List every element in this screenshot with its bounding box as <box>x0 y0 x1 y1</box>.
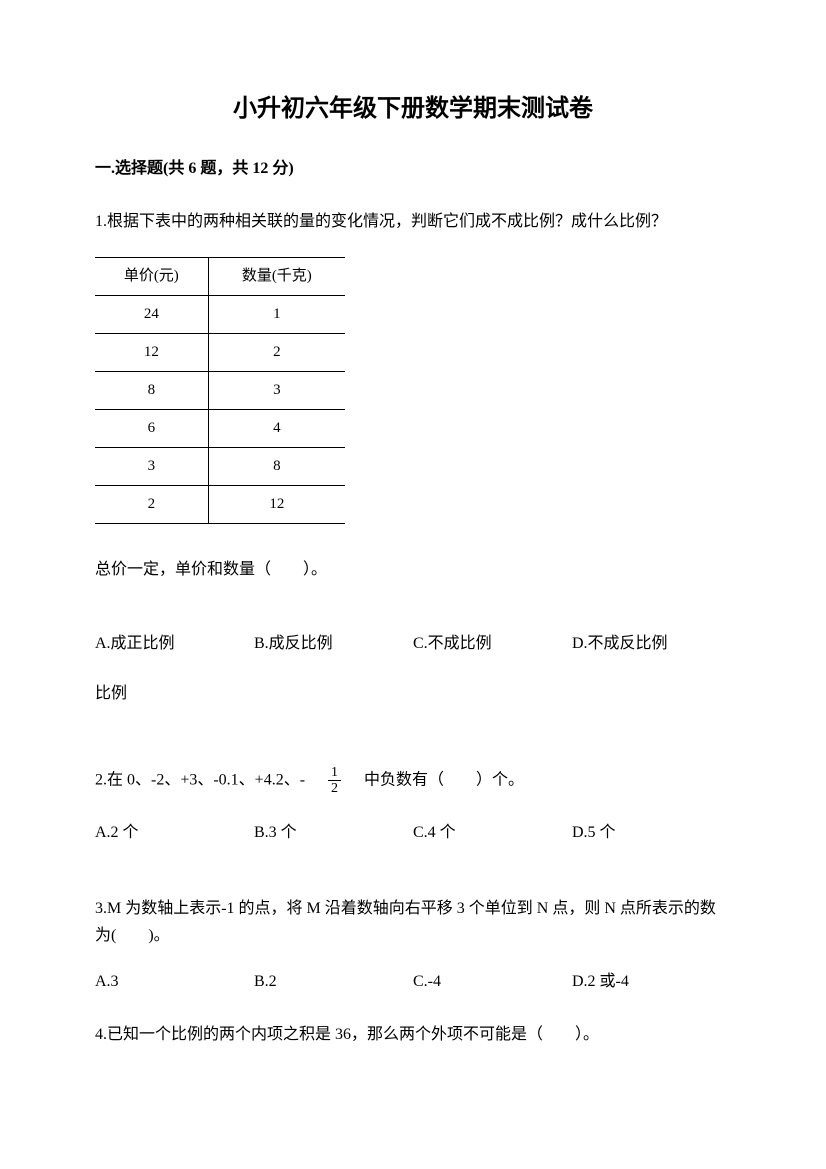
table-header-quantity: 数量(千克) <box>208 258 345 296</box>
question-1-table: 单价(元) 数量(千克) 241122836438212 <box>95 257 345 524</box>
question-3-options: A.3 B.2 C.-4 D.2 或-4 <box>95 963 731 1001</box>
question-2-text-suffix: 中负数有（ ）个。 <box>348 771 524 788</box>
question-2-options: A.2 个 B.3 个 C.4 个 D.5 个 <box>95 814 731 852</box>
table-cell: 8 <box>95 372 208 410</box>
option-c: C.-4 <box>413 963 572 1001</box>
question-2: 2.在 0、-2、+3、-0.1、+4.2、- 1 2 中负数有（ ）个。 <box>95 765 731 797</box>
option-a: A.2 个 <box>95 814 254 852</box>
option-c: C.4 个 <box>413 814 572 852</box>
table-cell: 6 <box>95 410 208 448</box>
table-header-price: 单价(元) <box>95 258 208 296</box>
option-d: D.2 或-4 <box>572 963 731 1001</box>
question-1-prompt: 总价一定，单价和数量（ ）。 <box>95 552 731 587</box>
table-row: 38 <box>95 448 345 486</box>
option-a: A.3 <box>95 963 254 1001</box>
option-d-continuation: 比例 <box>95 664 731 725</box>
fraction-numerator: 1 <box>328 765 341 781</box>
table-cell: 3 <box>208 372 345 410</box>
fraction-denominator: 2 <box>328 781 341 796</box>
table-row: 241 <box>95 296 345 334</box>
table-cell: 4 <box>208 410 345 448</box>
table-cell: 24 <box>95 296 208 334</box>
option-b: B.2 <box>254 963 413 1001</box>
option-b: B.3 个 <box>254 814 413 852</box>
table-cell: 2 <box>95 486 208 524</box>
table-row: 83 <box>95 372 345 410</box>
question-1-options: A.成正比例 B.成反比例 C.不成比例 D.不成反比例 比例 <box>95 625 731 724</box>
option-c: C.不成比例 <box>413 625 572 663</box>
table-cell: 1 <box>208 296 345 334</box>
option-d: D.5 个 <box>572 814 731 852</box>
question-3: 3.M 为数轴上表示-1 的点，将 M 沿着数轴向右平移 3 个单位到 N 点，… <box>95 895 731 949</box>
question-2-text-prefix: 2.在 0、-2、+3、-0.1、+4.2、- <box>95 771 321 788</box>
table-cell: 2 <box>208 334 345 372</box>
question-4-text: 4.已知一个比例的两个内项之积是 36，那么两个外项不可能是（ ）。 <box>95 1021 731 1048</box>
table-row: 212 <box>95 486 345 524</box>
question-4: 4.已知一个比例的两个内项之积是 36，那么两个外项不可能是（ ）。 <box>95 1021 731 1048</box>
table-cell: 12 <box>95 334 208 372</box>
section-heading: 一.选择题(共 6 题，共 12 分) <box>95 156 731 182</box>
question-1-text: 1.根据下表中的两种相关联的量的变化情况，判断它们成不成比例？成什么比例？ <box>95 204 731 239</box>
question-1: 1.根据下表中的两种相关联的量的变化情况，判断它们成不成比例？成什么比例？ 单价… <box>95 204 731 725</box>
option-a: A.成正比例 <box>95 625 254 663</box>
table-row: 122 <box>95 334 345 372</box>
table-cell: 3 <box>95 448 208 486</box>
fraction: 1 2 <box>328 765 341 797</box>
table-cell: 8 <box>208 448 345 486</box>
table-cell: 12 <box>208 486 345 524</box>
table-row: 64 <box>95 410 345 448</box>
option-d: D.不成反比例 <box>572 625 731 663</box>
page-title: 小升初六年级下册数学期末测试卷 <box>95 90 731 128</box>
option-b: B.成反比例 <box>254 625 413 663</box>
question-3-text: 3.M 为数轴上表示-1 的点，将 M 沿着数轴向右平移 3 个单位到 N 点，… <box>95 895 731 949</box>
